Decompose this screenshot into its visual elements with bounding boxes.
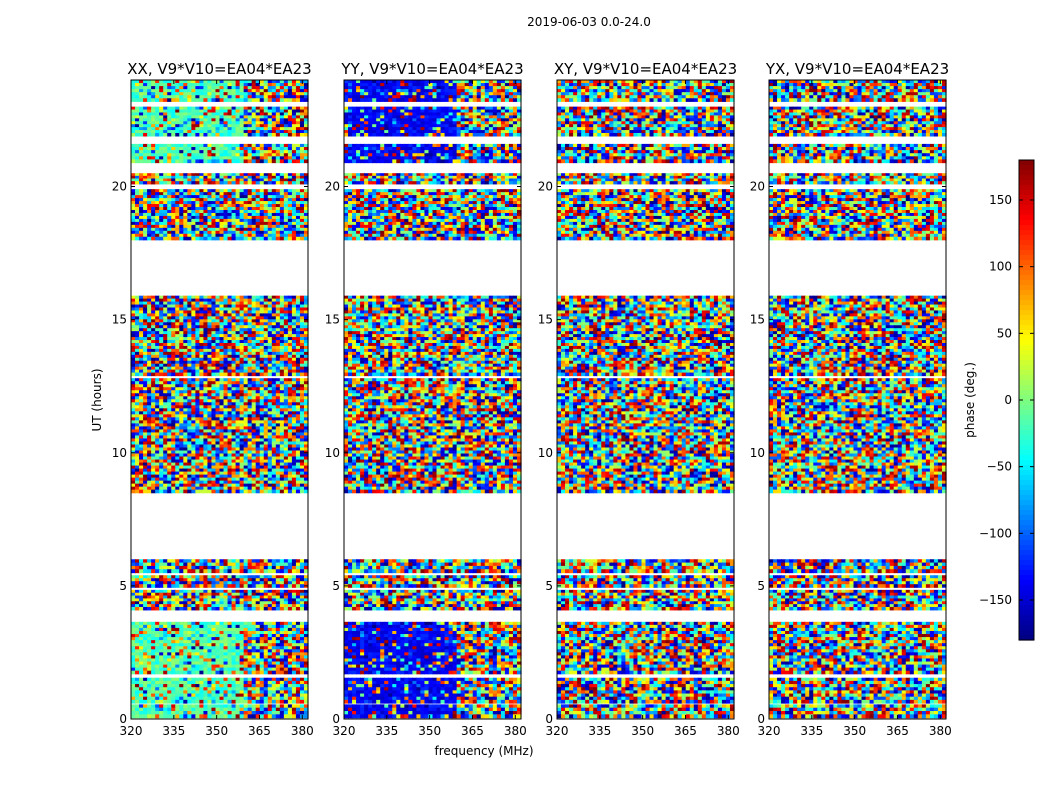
panels-group: XX, V9*V10=EA04*EA23 320 335 350 365 380 0 5 10 1… [112, 60, 952, 738]
x-tick-label: 335 [375, 724, 398, 738]
colorbar-label: phase (deg.) [963, 362, 977, 438]
y-tick-label: 5 [545, 579, 553, 593]
x-tick-label: 335 [162, 724, 185, 738]
y-tick-label: 5 [757, 579, 765, 593]
y-tick-label: 10 [538, 446, 553, 460]
colorbar-tick-label: 150 [989, 193, 1012, 207]
y-tick-label: 5 [119, 579, 127, 593]
panel-title: YX, V9*V10=EA04*EA23 [765, 60, 949, 78]
x-tick-label: 335 [588, 724, 611, 738]
heatmap-image [344, 80, 522, 718]
panel-title: XX, V9*V10=EA04*EA23 [127, 60, 311, 78]
panel-xy: XY, V9*V10=EA04*EA23 320 335 350 365 380 0 5 10 1… [538, 60, 740, 738]
x-tick-label: 320 [120, 724, 143, 738]
x-tick-label: 380 [929, 724, 952, 738]
colorbar-tick-label: −100 [979, 526, 1012, 540]
y-tick-label: 20 [538, 180, 553, 194]
x-tick-label: 350 [418, 724, 441, 738]
figure-suptitle: 2019-06-03 0.0-24.0 [527, 15, 651, 29]
x-axis-label: frequency (MHz) [434, 744, 533, 758]
heatmap-image [557, 80, 735, 718]
x-tick-label: 320 [546, 724, 569, 738]
x-tick-label: 335 [800, 724, 823, 738]
x-tick-label: 350 [205, 724, 228, 738]
panel-yx: YX, V9*V10=EA04*EA23 320 335 350 365 380 0 5 10 1… [750, 60, 952, 738]
x-tick-label: 365 [886, 724, 909, 738]
y-tick-label: 0 [545, 712, 553, 726]
colorbar-tick-label: −50 [987, 460, 1012, 474]
colorbar-tick-label: −150 [979, 593, 1012, 607]
y-tick-label: 0 [757, 712, 765, 726]
panel-xx: XX, V9*V10=EA04*EA23 320 335 350 365 380 0 5 10 1… [112, 60, 314, 738]
x-tick-label: 350 [843, 724, 866, 738]
x-tick-label: 320 [758, 724, 781, 738]
y-tick-label: 15 [112, 313, 127, 327]
x-tick-label: 380 [504, 724, 527, 738]
x-tick-label: 380 [717, 724, 740, 738]
y-tick-label: 10 [325, 446, 340, 460]
y-tick-label: 0 [119, 712, 127, 726]
colorbar-tick-label: 50 [997, 326, 1012, 340]
x-tick-label: 365 [674, 724, 697, 738]
y-tick-label: 20 [325, 180, 340, 194]
panel-yy: YY, V9*V10=EA04*EA23 320 335 350 365 380 0 5 10 1… [325, 60, 527, 738]
y-tick-label: 20 [750, 180, 765, 194]
y-tick-label: 15 [750, 313, 765, 327]
y-tick-label: 10 [112, 446, 127, 460]
y-axis-label: UT (hours) [90, 368, 104, 431]
heatmap-image [769, 80, 947, 718]
x-tick-label: 380 [291, 724, 314, 738]
heatmap-image [131, 80, 309, 718]
y-tick-label: 0 [332, 712, 340, 726]
y-tick-label: 15 [538, 313, 553, 327]
y-tick-label: 10 [750, 446, 765, 460]
x-tick-label: 350 [631, 724, 654, 738]
x-tick-label: 320 [333, 724, 356, 738]
x-tick-label: 365 [248, 724, 271, 738]
colorbar-tick-label: 100 [989, 260, 1012, 274]
y-tick-label: 15 [325, 313, 340, 327]
x-tick-label: 365 [461, 724, 484, 738]
colorbar-tick-label: 0 [1004, 393, 1012, 407]
colorbar: 150 100 50 0 −50 −100 −150 [979, 160, 1034, 641]
panel-title: YY, V9*V10=EA04*EA23 [340, 60, 523, 78]
y-tick-label: 5 [332, 579, 340, 593]
panel-title: XY, V9*V10=EA04*EA23 [554, 60, 737, 78]
y-tick-label: 20 [112, 180, 127, 194]
